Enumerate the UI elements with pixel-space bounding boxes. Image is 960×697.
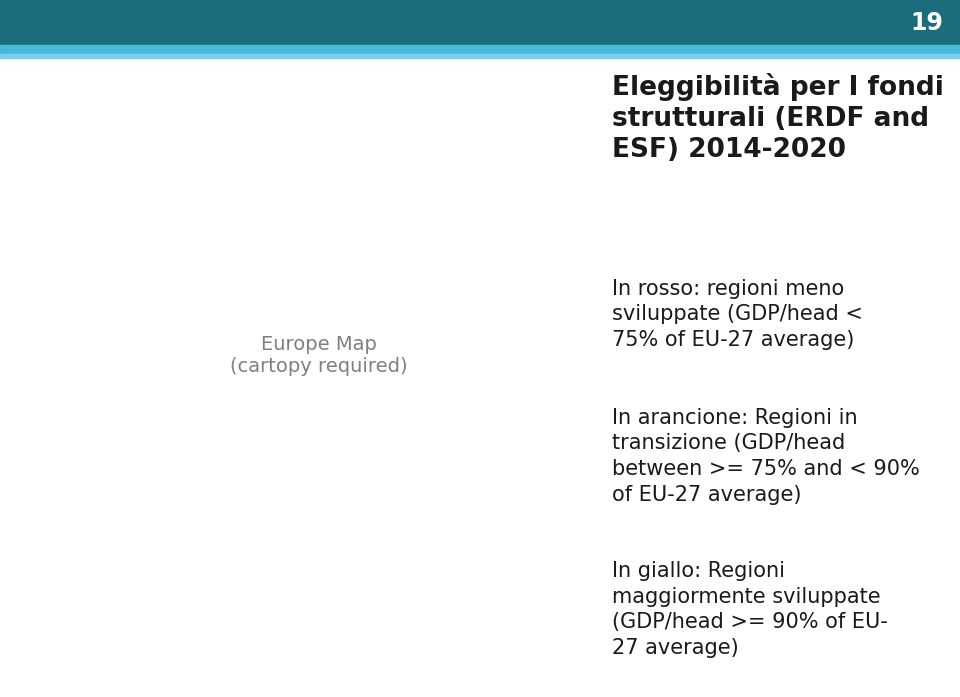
Text: Eleggibilità per I fondi
strutturali (ERDF and
ESF) 2014-2020: Eleggibilità per I fondi strutturali (ER… (612, 73, 945, 163)
Text: In giallo: Regioni
maggiormente sviluppate
(GDP/head >= 90% of EU-
27 average): In giallo: Regioni maggiormente sviluppa… (612, 561, 888, 658)
Text: In rosso: regioni meno
sviluppate (GDP/head <
75% of EU-27 average): In rosso: regioni meno sviluppate (GDP/h… (612, 279, 863, 350)
Bar (0, 54, 960, 58)
Text: Europe Map
(cartopy required): Europe Map (cartopy required) (230, 335, 408, 376)
Text: 19: 19 (910, 10, 943, 35)
Bar (0, 45, 960, 54)
Text: In arancione: Regioni in
transizione (GDP/head
between >= 75% and < 90%
of EU-27: In arancione: Regioni in transizione (GD… (612, 408, 921, 505)
Bar (0, 0, 960, 45)
